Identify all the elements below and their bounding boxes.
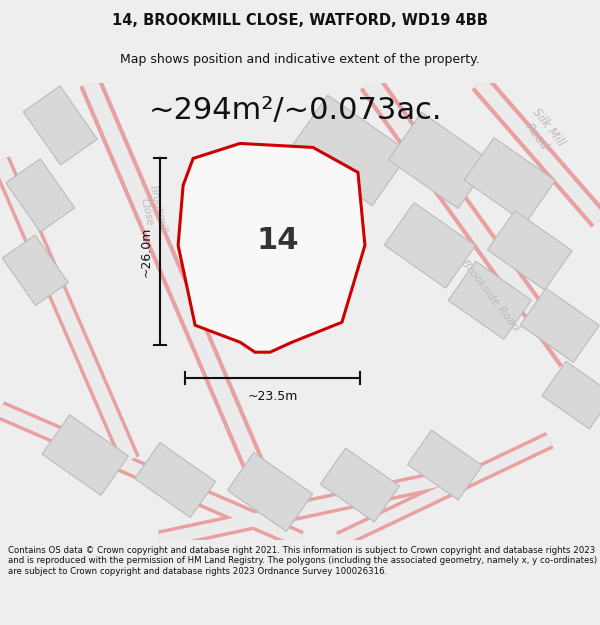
- Polygon shape: [135, 442, 215, 518]
- Polygon shape: [448, 261, 532, 339]
- Text: Contains OS data © Crown copyright and database right 2021. This information is : Contains OS data © Crown copyright and d…: [8, 546, 597, 576]
- Polygon shape: [178, 143, 365, 352]
- Polygon shape: [487, 211, 572, 290]
- Text: Silk Mill
Road: Silk Mill Road: [518, 106, 568, 159]
- Polygon shape: [42, 415, 128, 496]
- Text: ~26.0m: ~26.0m: [139, 227, 152, 277]
- Polygon shape: [384, 202, 475, 288]
- Text: ~294m²/~0.073ac.: ~294m²/~0.073ac.: [148, 96, 442, 125]
- Polygon shape: [320, 448, 400, 522]
- Polygon shape: [290, 95, 409, 206]
- Text: 14, BROOKMILL CLOSE, WATFORD, WD19 4BB: 14, BROOKMILL CLOSE, WATFORD, WD19 4BB: [112, 13, 488, 28]
- Polygon shape: [464, 138, 556, 223]
- Text: Brookmill
Close: Brookmill Close: [136, 184, 168, 237]
- Polygon shape: [388, 112, 491, 209]
- Polygon shape: [520, 288, 599, 362]
- Text: Brookside Road: Brookside Road: [459, 258, 521, 332]
- Polygon shape: [23, 86, 97, 165]
- Polygon shape: [227, 452, 313, 531]
- Text: Map shows position and indicative extent of the property.: Map shows position and indicative extent…: [120, 53, 480, 66]
- Polygon shape: [6, 159, 74, 232]
- Polygon shape: [407, 430, 482, 500]
- Text: ~23.5m: ~23.5m: [247, 390, 298, 403]
- Polygon shape: [2, 235, 68, 306]
- Polygon shape: [542, 361, 600, 429]
- Text: 14: 14: [257, 226, 299, 255]
